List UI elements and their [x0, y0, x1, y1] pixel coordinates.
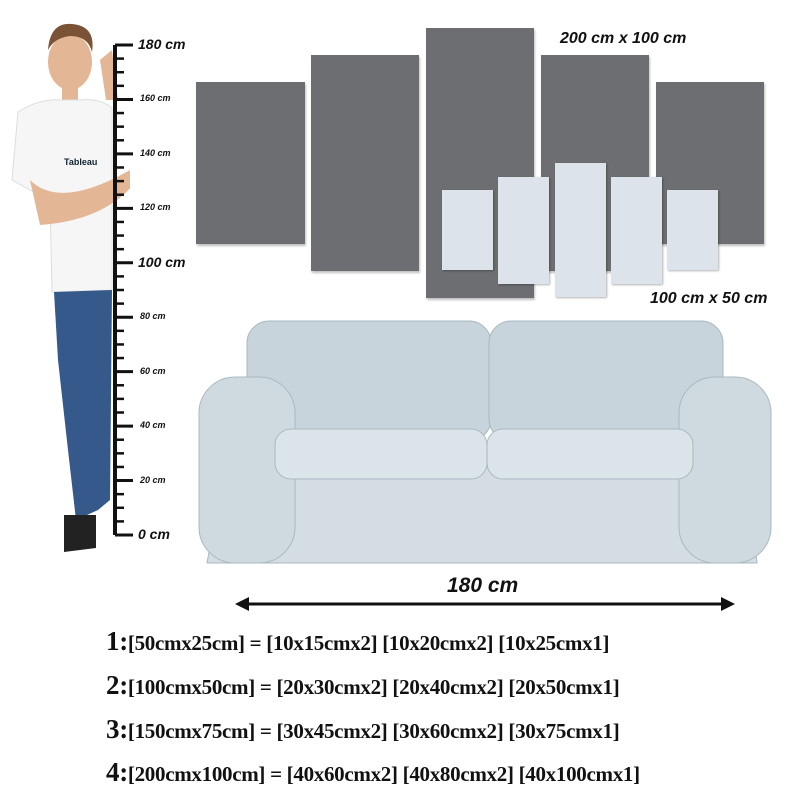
large-panel-2 [311, 55, 419, 271]
small-panel-4 [611, 177, 662, 284]
size-option-number: 3: [106, 714, 128, 744]
small-panel-2 [498, 177, 549, 284]
ruler-label: 140 cm [140, 147, 171, 158]
size-option-4: 4:[200cmx100cm] = [40x60cmx2] [40x80cmx2… [106, 757, 640, 788]
ruler-label: 40 cm [140, 420, 166, 431]
large-set-label: 200 cm x 100 cm [560, 30, 687, 47]
height-ruler [113, 43, 133, 537]
ruler-label: 160 cm [140, 93, 171, 104]
size-option-number: 2: [106, 670, 128, 700]
ruler-label: 20 cm [140, 474, 166, 485]
width-arrow [235, 597, 735, 611]
shirt-logo: Tableau [64, 157, 98, 167]
size-option-3: 3:[150cmx75cm] = [30x45cmx2] [30x60cmx2]… [106, 714, 620, 745]
sofa [198, 320, 772, 564]
small-panel-1 [442, 190, 493, 270]
ruler-label: 60 cm [140, 365, 166, 376]
ruler-label: 0 cm [138, 526, 170, 542]
person-figure [11, 23, 130, 552]
small-panel-5 [667, 190, 718, 270]
ruler-label: 100 cm [138, 253, 186, 270]
ruler-label: 120 cm [140, 202, 171, 213]
size-option-text: [200cmx100cm] = [40x60cmx2] [40x80cmx2] … [127, 762, 640, 786]
sofa-width-label: 180 cm [447, 574, 519, 597]
large-panel-1 [196, 82, 305, 244]
size-option-2: 2:[100cmx50cm] = [20x30cmx2] [20x40cmx2]… [106, 670, 620, 701]
size-option-1: 1:[50cmx25cm] = [10x15cmx2] [10x20cmx2] … [106, 626, 610, 657]
size-option-text: [50cmx25cm] = [10x15cmx2] [10x20cmx2] [1… [127, 631, 610, 655]
size-option-number: 1: [106, 626, 128, 656]
small-panel-3 [555, 163, 606, 297]
size-option-number: 4: [106, 757, 128, 787]
size-option-text: [100cmx50cm] = [20x30cmx2] [20x40cmx2] [… [127, 675, 620, 699]
size-option-text: [150cmx75cm] = [30x45cmx2] [30x60cmx2] [… [127, 719, 620, 743]
ruler-label: 180 cm [138, 36, 186, 52]
ruler-label: 80 cm [140, 311, 166, 322]
small-set-label: 100 cm x 50 cm [650, 290, 768, 307]
